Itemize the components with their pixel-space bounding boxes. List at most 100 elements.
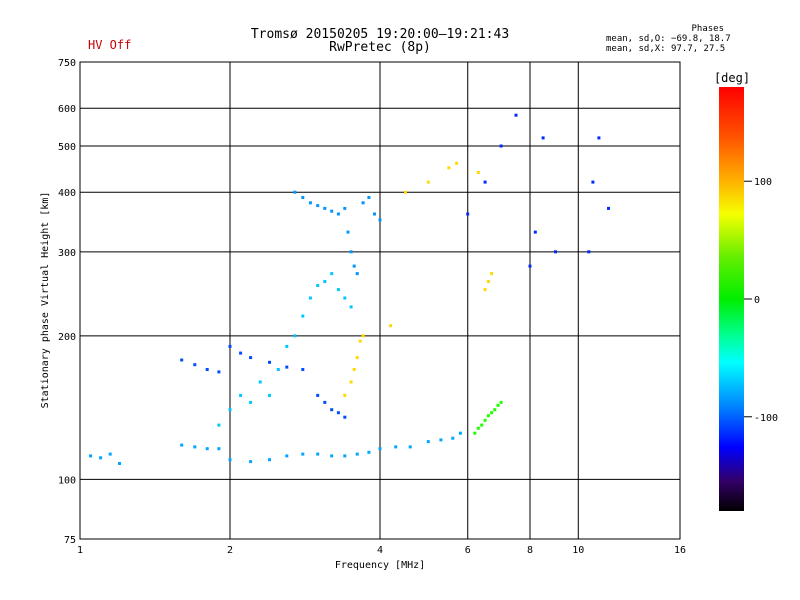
echo-point [378,447,382,451]
x-axis-label: Frequency [MHz] [335,560,425,571]
y-tick-label: 100 [58,475,76,486]
chart-title: Tromsø 20150205 19:20:00–19:21:43 [250,27,510,42]
x-tick-label: 6 [465,545,471,556]
y-tick-label: 600 [58,104,76,115]
echo-point [343,454,347,458]
echo-point [361,201,365,205]
echo-point [499,400,503,404]
colorbar-label: [deg] [714,71,750,85]
echo-point [352,264,356,268]
colorbar [719,87,744,511]
echo-point [496,403,500,407]
echo-point [426,180,430,184]
echo-point [476,426,480,430]
echo-point [228,344,232,348]
echo-point [308,201,312,205]
echo-point [108,452,112,456]
echo-point [316,204,320,208]
echo-point [268,393,271,397]
echo-point [349,305,353,309]
echo-point [330,408,334,412]
echo-point [316,284,320,287]
echo-point [239,393,243,397]
echo-point [355,356,359,360]
echo-point [228,408,232,412]
echo-point [293,334,297,338]
echo-point [404,190,407,194]
echo-point [249,356,253,360]
echo-point [180,443,184,447]
echo-point [308,296,312,300]
y-tick-label: 500 [58,142,76,153]
echo-point [180,358,184,362]
echo-point [301,314,305,318]
echo-point [276,368,280,371]
echo-point [346,230,350,234]
echo-point [528,264,532,268]
echo-point [89,454,93,458]
echo-point [99,456,103,460]
echo-point [330,272,334,276]
echo-point [447,166,451,170]
y-tick-label: 300 [58,248,76,259]
y-tick-label: 400 [58,188,76,199]
echo-point [301,196,305,199]
x-tick-label: 1 [77,545,83,556]
echo-point [323,280,327,283]
echo-point [205,368,209,371]
echo-point [394,445,398,449]
echo-point [514,113,518,117]
echo-point [458,431,462,435]
echo-point [217,447,221,451]
x-tick-label: 10 [572,545,584,556]
x-tick-label: 2 [227,545,233,556]
echo-point [451,436,455,440]
y-tick-label: 750 [58,58,76,69]
echo-point [361,334,365,338]
echo-point [205,447,209,451]
echo-point [355,272,359,276]
echo-point [301,368,305,371]
echo-point [483,288,487,292]
echo-point [367,450,371,454]
y-axis-label: Stationary phase Virtual Height [km] [40,192,51,409]
echo-point [486,280,490,283]
echo-point [490,272,494,276]
echo-point [323,400,327,404]
stats-o-mode: mean, sd,O: −69.8, 18.7 [606,34,731,44]
echo-point [343,393,347,397]
echo-point [541,136,545,140]
echo-point [486,414,490,418]
echo-point [408,445,412,449]
colorbar-tick-label: 100 [754,177,772,188]
y-tick-label: 75 [64,535,76,546]
echo-point [426,440,430,444]
stats-x-mode: mean, sd,X: 97.7, 27.5 [606,44,726,54]
stats-title: Phases [691,24,724,34]
echo-point [323,206,327,210]
echo-point [389,324,393,328]
echo-point [554,250,557,254]
colorbar-tick-label: 0 [754,295,760,306]
echo-point [499,144,503,148]
echo-point [193,363,197,367]
echo-point [301,452,305,456]
echo-point [490,411,494,415]
hv-status-label: HV Off [88,38,132,52]
chart-subtitle: RwPretec (8p) [329,40,431,55]
plot-frame [79,61,681,540]
echo-point [193,445,197,449]
echo-point [258,380,262,384]
echo-point [336,411,340,415]
echo-point [493,408,497,412]
echo-point [285,365,289,369]
echo-point [355,452,359,456]
echo-point [480,423,484,427]
echo-point [239,351,243,355]
echo-point [591,180,595,184]
echo-point [316,452,320,456]
echo-point [483,418,487,422]
echo-point [597,136,601,140]
echo-point [217,370,221,374]
echo-point [316,393,320,397]
